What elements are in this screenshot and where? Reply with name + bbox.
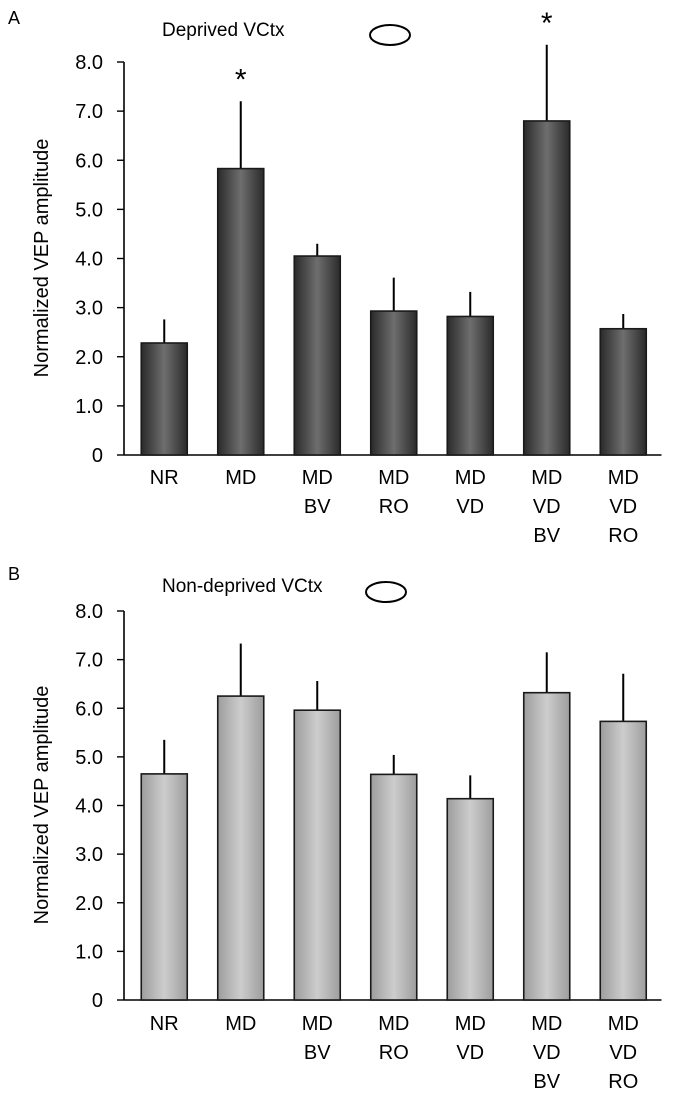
- panel-label: B: [8, 564, 20, 584]
- y-tick-label: 2.0: [75, 893, 103, 915]
- x-category-label: BV: [304, 1042, 331, 1064]
- x-category-label: VD: [609, 496, 637, 518]
- panel-label: A: [8, 8, 20, 28]
- y-tick-label: 6.0: [75, 698, 103, 720]
- bar: [293, 709, 342, 1001]
- bar: [369, 773, 418, 1001]
- x-category-label: RO: [608, 525, 638, 547]
- panel-a: A Deprived VCtx Normalized VEP amplitude…: [8, 7, 662, 547]
- bar: [446, 797, 495, 1001]
- y-tick-label: 7.0: [75, 650, 103, 672]
- y-tick-label: 5.0: [75, 199, 103, 221]
- bar: [446, 315, 495, 456]
- x-category-label: RO: [608, 1071, 638, 1093]
- x-category-label: BV: [304, 496, 331, 518]
- y-tick-label: 1.0: [75, 941, 103, 963]
- bar: [599, 327, 648, 456]
- y-tick-label: 2.0: [75, 347, 103, 369]
- y-tick-label: 7.0: [75, 101, 103, 123]
- x-category-label: BV: [533, 1071, 560, 1093]
- x-category-label: MD: [225, 1013, 256, 1035]
- x-category-label: MD: [608, 467, 639, 489]
- y-tick-label: 1.0: [75, 396, 103, 418]
- y-tick-label: 3.0: [75, 298, 103, 320]
- y-tick-label: 6.0: [75, 150, 103, 172]
- x-category-label: BV: [533, 525, 560, 547]
- x-category-label: MD: [302, 467, 333, 489]
- chart-title: Deprived VCtx: [162, 20, 285, 41]
- x-category-label: MD: [378, 1013, 409, 1035]
- x-category-label: VD: [456, 1042, 484, 1064]
- bar: [140, 773, 189, 1001]
- bar: [369, 310, 418, 456]
- x-category-label: MD: [608, 1013, 639, 1035]
- y-tick-label: 0: [92, 990, 103, 1012]
- bar: [522, 120, 571, 456]
- x-category-label: RO: [379, 496, 409, 518]
- significance-marker: *: [235, 63, 247, 96]
- y-axis-title: Normalized VEP amplitude: [31, 139, 53, 378]
- ellipse-outline-icon: [365, 581, 407, 603]
- x-category-label: MD: [455, 467, 486, 489]
- plot-area: 0 1.0 2.0 3.0 4.0 5.0 6.0 7.0 8.0 NR MD MD BV MD RO MD V…: [75, 601, 662, 1093]
- x-category-label: VD: [533, 496, 561, 518]
- x-category-label: MD: [531, 467, 562, 489]
- x-category-label: MD: [225, 467, 256, 489]
- panel-b: B Non-deprived VCtx Normalized VEP ampli…: [8, 564, 662, 1093]
- x-category-label: RO: [379, 1042, 409, 1064]
- x-category-label: VD: [456, 496, 484, 518]
- bar: [216, 167, 265, 456]
- x-category-label: MD: [531, 1013, 562, 1035]
- bar: [599, 720, 648, 1001]
- plot-area: 0 1.0 2.0 3.0 4.0 5.0 6.0 7.0 8.0 NR * MD MD BV MD RO MD…: [75, 7, 662, 547]
- y-axis-title: Normalized VEP amplitude: [31, 686, 53, 925]
- bar: [216, 695, 265, 1001]
- x-category-label: NR: [150, 467, 179, 489]
- y-tick-label: 4.0: [75, 249, 103, 271]
- x-category-label: NR: [150, 1013, 179, 1035]
- significance-marker: *: [541, 7, 553, 40]
- y-tick-label: 4.0: [75, 796, 103, 818]
- y-tick-label: 5.0: [75, 747, 103, 769]
- y-tick-label: 8.0: [75, 52, 103, 74]
- y-tick-label: 3.0: [75, 844, 103, 866]
- bar: [293, 255, 342, 456]
- x-category-label: MD: [378, 467, 409, 489]
- y-tick-label: 8.0: [75, 601, 103, 623]
- x-category-label: VD: [533, 1042, 561, 1064]
- bar: [140, 342, 189, 456]
- x-category-label: MD: [302, 1013, 333, 1035]
- chart-title: Non-deprived VCtx: [162, 576, 323, 597]
- x-category-label: VD: [609, 1042, 637, 1064]
- x-category-label: MD: [455, 1013, 486, 1035]
- ellipse-outline-icon: [369, 24, 411, 46]
- bar: [522, 691, 571, 1001]
- y-tick-label: 0: [92, 445, 103, 467]
